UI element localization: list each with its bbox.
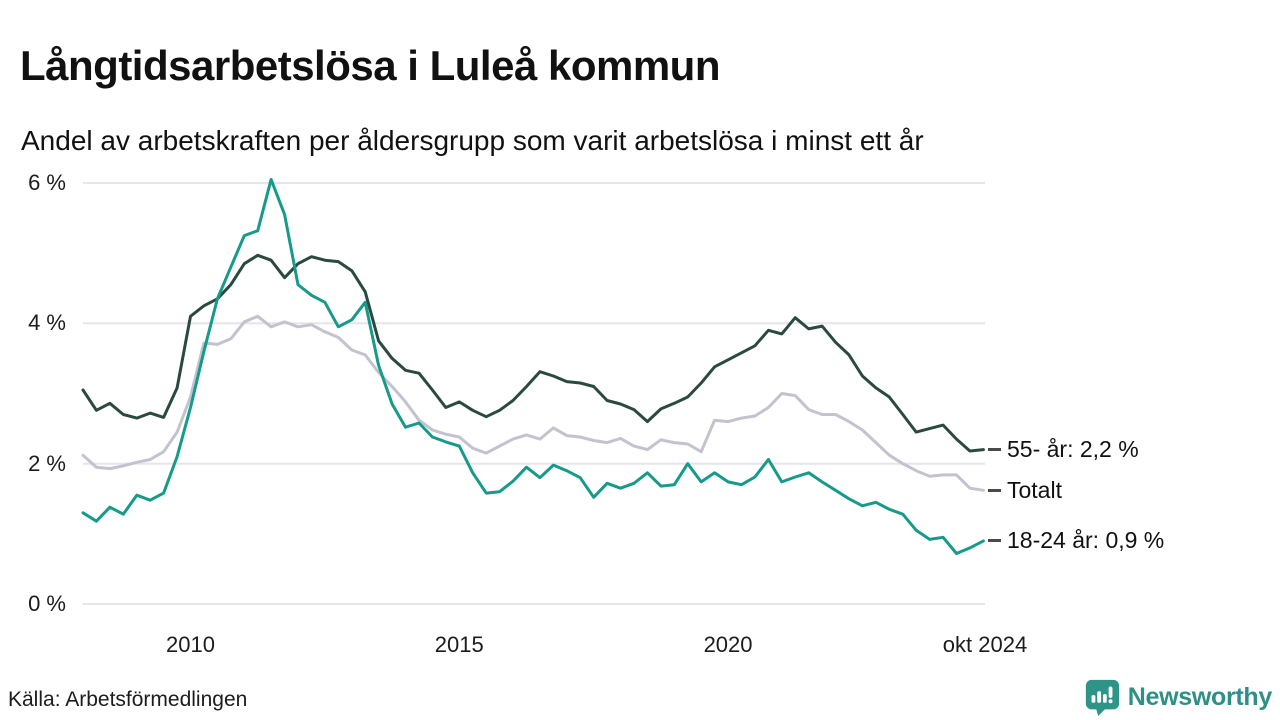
end-label-tick (988, 448, 1001, 452)
page-subtitle: Andel av arbetskraften per åldersgrupp s… (21, 125, 924, 156)
series-end-label-55-ar: 55- år: 2,2 % (988, 435, 1139, 465)
page-title: Långtidsarbetslösa i Luleå kommun (20, 42, 720, 90)
source-text: Källa: Arbetsförmedlingen (8, 688, 248, 711)
newsworthy-brand: Newsworthy (1083, 678, 1272, 716)
y-tick-label: 0 % (28, 591, 66, 616)
series-end-label-18-24-ar: 18-24 år: 0,9 % (988, 526, 1164, 556)
y-tick-label: 4 % (28, 310, 66, 336)
end-label-tick (988, 488, 1001, 492)
newsworthy-wordmark: Newsworthy (1127, 682, 1273, 711)
x-tick-label: 2010 (166, 632, 215, 657)
end-label-tick (988, 539, 1001, 543)
series-end-label-totalt: Totalt (988, 475, 1062, 505)
y-tick-label: 2 % (28, 450, 66, 476)
x-tick-label: 2020 (703, 632, 753, 657)
newsworthy-logo-icon (1085, 679, 1119, 716)
end-label-text: Totalt (1007, 476, 1062, 503)
series-line-55-ar (81, 253, 985, 453)
end-label-text: 55- år: 2,2 % (1007, 436, 1139, 463)
y-tick-label: 6 % (28, 170, 66, 195)
series-line-18-24-ar (81, 178, 985, 555)
x-tick-label: okt 2024 (942, 632, 1028, 657)
series-line-totalt (81, 314, 985, 492)
end-label-text: 18-24 år: 0,9 % (1007, 527, 1165, 554)
x-tick-label: 2015 (434, 632, 484, 657)
